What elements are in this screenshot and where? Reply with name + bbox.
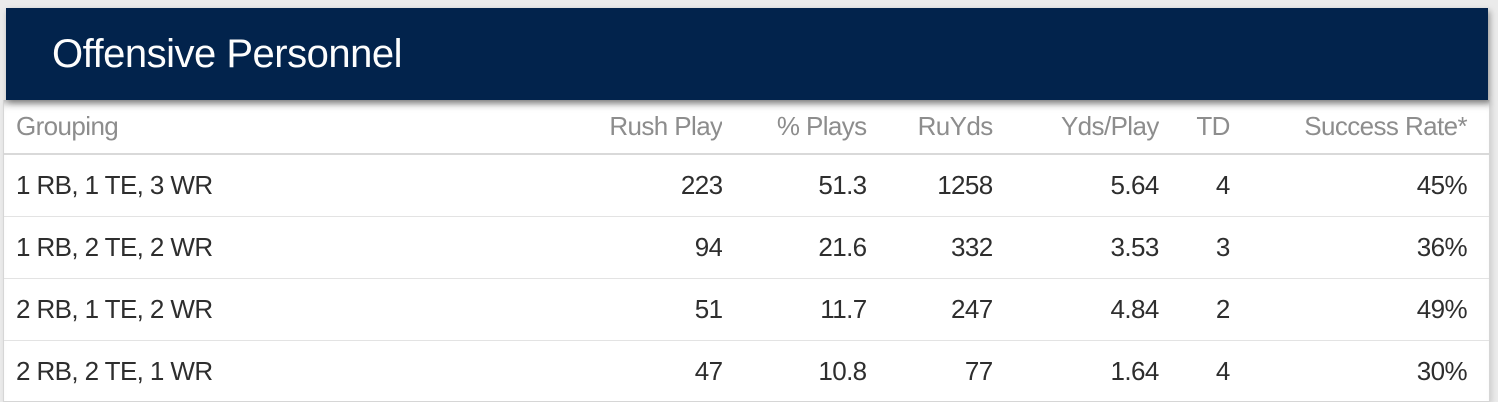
cell-td: 2	[1158, 278, 1230, 341]
col-header-td: TD	[1158, 100, 1230, 155]
table-row: 2 RB, 1 TE, 2 WR 51 11.7 247 4.84 2 49%	[4, 278, 1489, 341]
cell-yds-per-play: 1.64	[992, 340, 1159, 402]
cell-success-rate: 30%	[1229, 340, 1489, 402]
col-header-grouping: Grouping	[4, 100, 573, 155]
cell-yds-per-play: 5.64	[992, 154, 1159, 217]
column-header-row: Grouping Rush Play % Plays RuYds Yds/Pla…	[4, 100, 1489, 155]
table-row: 1 RB, 2 TE, 2 WR 94 21.6 332 3.53 3 36%	[4, 216, 1489, 279]
cell-td: 4	[1158, 340, 1230, 402]
cell-pct-plays: 10.8	[722, 340, 867, 402]
cell-ruyds: 332	[866, 216, 993, 279]
cell-grouping: 2 RB, 1 TE, 2 WR	[4, 278, 573, 341]
offensive-personnel-table: Grouping Rush Play % Plays RuYds Yds/Pla…	[4, 100, 1489, 402]
col-header-pct-plays: % Plays	[722, 100, 867, 155]
col-header-yds-per-play: Yds/Play	[992, 100, 1159, 155]
cell-ruyds: 1258	[866, 154, 993, 217]
cell-grouping: 2 RB, 2 TE, 1 WR	[4, 340, 573, 402]
cell-rush-play: 94	[572, 216, 723, 279]
cell-success-rate: 49%	[1229, 278, 1489, 341]
cell-rush-play: 47	[572, 340, 723, 402]
cell-yds-per-play: 4.84	[992, 278, 1159, 341]
table-row: 2 RB, 2 TE, 1 WR 47 10.8 77 1.64 4 30%	[4, 340, 1489, 402]
card-title: Offensive Personnel	[52, 31, 402, 76]
table-row: 1 RB, 1 TE, 3 WR 223 51.3 1258 5.64 4 45…	[4, 154, 1489, 217]
cell-yds-per-play: 3.53	[992, 216, 1159, 279]
cell-pct-plays: 21.6	[722, 216, 867, 279]
cell-pct-plays: 51.3	[722, 154, 867, 217]
cell-rush-play: 51	[572, 278, 723, 341]
cell-success-rate: 45%	[1229, 154, 1489, 217]
cell-grouping: 1 RB, 1 TE, 3 WR	[4, 154, 573, 217]
cell-rush-play: 223	[572, 154, 723, 217]
cell-ruyds: 77	[866, 340, 993, 402]
cell-td: 3	[1158, 216, 1230, 279]
col-header-rush-play: Rush Play	[572, 100, 723, 155]
offensive-personnel-table-card: Grouping Rush Play % Plays RuYds Yds/Pla…	[3, 100, 1490, 402]
cell-grouping: 1 RB, 2 TE, 2 WR	[4, 216, 573, 279]
cell-td: 4	[1158, 154, 1230, 217]
col-header-success-rate: Success Rate*	[1229, 100, 1489, 155]
card-header: Offensive Personnel	[6, 8, 1488, 100]
cell-ruyds: 247	[866, 278, 993, 341]
cell-success-rate: 36%	[1229, 216, 1489, 279]
cell-pct-plays: 11.7	[722, 278, 867, 341]
col-header-ruyds: RuYds	[866, 100, 993, 155]
